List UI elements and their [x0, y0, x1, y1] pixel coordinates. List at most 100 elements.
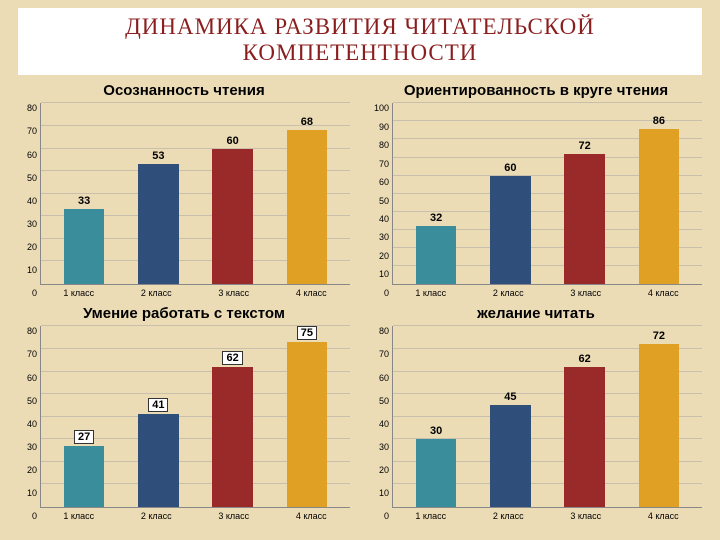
chart-plot: 01020304050607080274162751 класс2 класс3… — [18, 326, 350, 521]
bar-wrap: 75 — [274, 326, 339, 507]
bars-area: 3045 62 72 — [392, 326, 702, 508]
y-tick-label: 70 — [18, 126, 37, 136]
bar-wrap: 72 — [552, 103, 617, 284]
bar-value-label: 62 — [222, 351, 242, 365]
bar-wrap: 32 — [403, 103, 468, 284]
bar-wrap: 53 — [126, 103, 191, 284]
x-tick-label: 2 класс — [474, 511, 542, 521]
y-tick-label: 60 — [18, 150, 37, 160]
bar-wrap: 60 — [200, 103, 265, 284]
y-tick-label: 90 — [370, 122, 389, 132]
page-title: ДИНАМИКА РАЗВИТИЯ ЧИТАТЕЛЬСКОЙ КОМПЕТЕНТ… — [28, 14, 692, 67]
bar-wrap: 45 — [478, 326, 543, 507]
x-tick-label: 1 класс — [397, 288, 465, 298]
bar — [416, 226, 457, 284]
bar-value-label: 27 — [74, 430, 94, 444]
y-tick-label: 20 — [370, 251, 389, 261]
y-tick-label: 60 — [370, 373, 389, 383]
y-tick-label: 70 — [18, 349, 37, 359]
bar-value-label: 68 — [301, 116, 313, 128]
bar — [138, 414, 179, 507]
bar-wrap: 27 — [51, 326, 116, 507]
bar-wrap: 72 — [626, 326, 691, 507]
chart-2: Ориентированность в круге чтения01020304… — [370, 81, 702, 298]
x-axis: 1 класс 2 класс 3 класс 4 класс — [392, 285, 702, 298]
x-tick-label: 1 класс — [45, 288, 113, 298]
bar — [212, 149, 253, 284]
bar-wrap: 30 — [403, 326, 468, 507]
chart-title: желание читать — [370, 304, 702, 327]
y-tick-label: 0 — [18, 288, 37, 298]
bar-value-label: 33 — [78, 195, 90, 207]
chart-3: Умение работать с текстом010203040506070… — [18, 304, 350, 521]
bar-value-label: 86 — [653, 115, 665, 127]
x-tick-label: 3 класс — [552, 288, 620, 298]
bar-wrap: 86 — [626, 103, 691, 284]
charts-grid: Осознанность чтения 0 10 20 30 40 50 60 70 80 33 53… — [18, 81, 702, 521]
x-axis: 1 класс2 класс3 класс4 класс — [40, 508, 350, 521]
y-tick-label: 0 — [18, 511, 37, 521]
y-tick-label: 0 — [370, 288, 389, 298]
bar — [490, 176, 531, 284]
y-tick-label: 70 — [370, 159, 389, 169]
bar — [490, 405, 531, 507]
bar-wrap: 41 — [126, 326, 191, 507]
y-tick-label: 60 — [18, 373, 37, 383]
y-tick-label: 60 — [370, 177, 389, 187]
x-tick-label: 4 класс — [277, 511, 345, 521]
bars-area: 27 41 62 75 — [40, 326, 350, 508]
bar — [64, 209, 105, 283]
x-tick-label: 2 класс — [122, 511, 190, 521]
bar — [212, 367, 253, 507]
y-axis: 01020304050607080 — [370, 326, 392, 521]
bar-wrap: 33 — [51, 103, 116, 284]
x-tick-label: 3 класс — [552, 511, 620, 521]
chart-4: желание читать01020304050607080304562721… — [370, 304, 702, 521]
y-axis: 01020304050607080 — [18, 326, 40, 521]
x-tick-label: 4 класс — [629, 511, 697, 521]
y-tick-label: 20 — [370, 465, 389, 475]
x-tick-label: 3 класс — [200, 511, 268, 521]
bar-value-label: 60 — [504, 162, 516, 174]
y-tick-label: 50 — [18, 396, 37, 406]
bar-wrap: 60 — [478, 103, 543, 284]
bar-value-label: 62 — [578, 353, 590, 365]
y-tick-label: 100 — [370, 103, 389, 113]
bar — [64, 446, 105, 507]
x-tick-label: 4 класс — [629, 288, 697, 298]
bar-value-label: 72 — [578, 140, 590, 152]
bar — [138, 164, 179, 284]
y-tick-label: 50 — [370, 396, 389, 406]
y-tick-label: 20 — [18, 242, 37, 252]
bar-value-label: 72 — [653, 330, 665, 342]
x-tick-label: 2 класс — [474, 288, 542, 298]
y-tick-label: 80 — [370, 326, 389, 336]
y-axis: 01020304050607080 — [18, 103, 40, 298]
bar — [564, 367, 605, 507]
y-tick-label: 10 — [18, 488, 37, 498]
bar-wrap: 62 — [200, 326, 265, 507]
y-tick-label: 30 — [370, 442, 389, 452]
y-axis: 0102030405060708090100 — [370, 103, 392, 298]
x-tick-label: 1 класс — [397, 511, 465, 521]
chart-title: Осознанность чтения — [18, 81, 350, 104]
y-tick-label: 40 — [18, 196, 37, 206]
bar-value-label: 53 — [152, 150, 164, 162]
y-tick-label: 20 — [18, 465, 37, 475]
y-tick-label: 10 — [370, 488, 389, 498]
title-box: ДИНАМИКА РАЗВИТИЯ ЧИТАТЕЛЬСКОЙ КОМПЕТЕНТ… — [18, 8, 702, 75]
y-tick-label: 80 — [18, 103, 37, 113]
bar — [639, 129, 680, 284]
y-tick-label: 40 — [370, 214, 389, 224]
x-tick-label: 3 класс — [200, 288, 268, 298]
bar — [287, 130, 328, 283]
bars-area: 32 60 72 86 — [392, 103, 702, 285]
bar-wrap: 68 — [274, 103, 339, 284]
y-tick-label: 50 — [370, 196, 389, 206]
chart-1: Осознанность чтения010203040506070803353… — [18, 81, 350, 298]
y-tick-label: 10 — [18, 265, 37, 275]
y-tick-label: 30 — [18, 219, 37, 229]
x-axis: 1 класс2 класс3 класс4 класс — [40, 285, 350, 298]
chart-plot: 01020304050607080304562721 класс2 класс3… — [370, 326, 702, 521]
bar-wrap: 62 — [552, 326, 617, 507]
